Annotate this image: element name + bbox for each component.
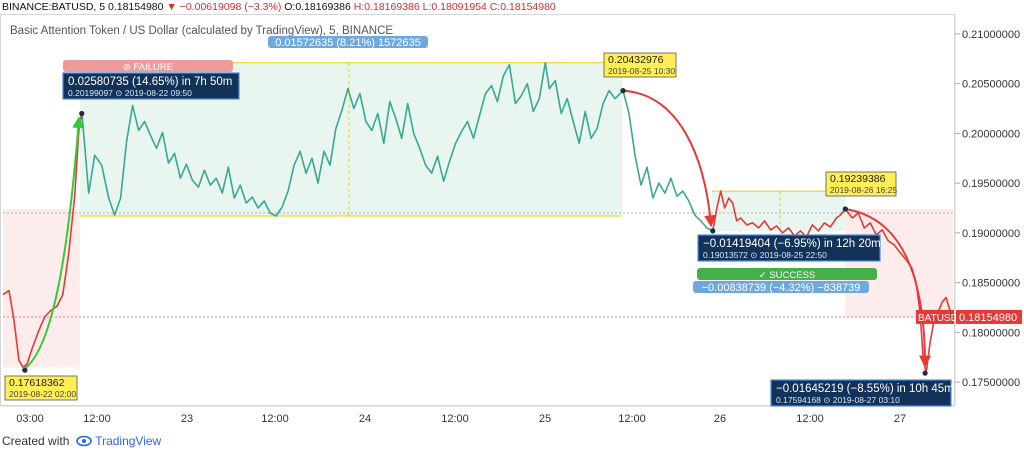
y-tick-label: 0.20000000 bbox=[962, 128, 1020, 140]
tradingview-logo-icon bbox=[73, 434, 92, 448]
symbol-name[interactable]: BINANCE:BATUSD, 5 bbox=[2, 1, 106, 13]
callout-low1-date: 2019-08-22 02:00 bbox=[9, 389, 76, 399]
down-arrow-icon: ▼ bbox=[166, 1, 177, 13]
success-label-bg bbox=[697, 268, 877, 280]
y-tick-label: 0.20500000 bbox=[962, 79, 1020, 91]
high-price: H:0.18169386 bbox=[353, 1, 420, 13]
measure-measure1-bg bbox=[62, 72, 240, 100]
measure-measure3-bg bbox=[770, 379, 952, 407]
x-tick-label: 12:00 bbox=[618, 413, 646, 425]
callout-high1-bg bbox=[603, 52, 677, 78]
point-marker bbox=[79, 110, 85, 117]
measure-measure1-text: 0.02580735 (14.65%) in 7h 50m bbox=[68, 76, 232, 88]
failure-label-bg bbox=[63, 60, 233, 72]
drop1-arrow bbox=[621, 89, 717, 228]
series-rise bbox=[2, 111, 83, 368]
drop-shade bbox=[845, 209, 953, 318]
series-bounce bbox=[712, 190, 846, 238]
callout-high2-bg bbox=[825, 171, 897, 197]
last-price: 0.18154980 bbox=[108, 1, 164, 13]
close-price: C:0.18154980 bbox=[489, 1, 556, 13]
x-tick-label: 12:00 bbox=[441, 413, 469, 425]
low-price: L:0.18091954 bbox=[422, 1, 487, 13]
price-chart[interactable]: 0.21000000 0.20500000 0.20000000 0.19500000… bbox=[0, 0, 1024, 430]
measure-measure2-text: −0.01419404 (−6.95%) in 12h 20m bbox=[703, 238, 881, 250]
price-change: −0.00619098 (−3.3%) bbox=[179, 1, 282, 13]
success-measure-label-bg bbox=[693, 281, 869, 293]
point-marker bbox=[922, 370, 928, 376]
callout-high1-date: 2019-08-25 10:30 bbox=[608, 66, 675, 76]
failure-label: ⊘ FAILURE bbox=[123, 62, 173, 73]
x-tick-label: 23 bbox=[181, 413, 193, 425]
price-tag-name: BATUSD bbox=[918, 313, 958, 324]
callout-low1-bg bbox=[4, 375, 78, 401]
price-tag-name-bg bbox=[916, 309, 954, 324]
y-tick-label: 0.18000000 bbox=[962, 327, 1020, 339]
drop2-arrow bbox=[844, 208, 931, 368]
point-marker bbox=[22, 367, 28, 373]
x-tick-label: 12:00 bbox=[83, 413, 111, 425]
callout-high1-price: 0.20432976 bbox=[608, 54, 664, 66]
chart-subtitle: Basic Attention Token / US Dollar (calcu… bbox=[10, 25, 394, 37]
success-measure-label: −0.00838739 (−4.32%) −838739 bbox=[702, 282, 861, 294]
point-marker bbox=[620, 88, 626, 94]
created-with-label: Created with bbox=[2, 434, 70, 448]
x-tick-label: 12:00 bbox=[796, 413, 824, 425]
callout-high2-date: 2019-08-26 16:25 bbox=[830, 185, 897, 195]
callout-high2-price: 0.19239386 bbox=[830, 173, 886, 185]
measure-measure2-bg bbox=[697, 234, 881, 262]
price-tag-value-bg bbox=[956, 309, 1022, 324]
symbol-header: BINANCE:BATUSD, 5 0.18154980 ▼ −0.006190… bbox=[0, 0, 1024, 14]
series-drop1 bbox=[622, 90, 714, 232]
x-tick-label: 27 bbox=[894, 413, 906, 425]
range-label-bg bbox=[268, 36, 428, 48]
series-range bbox=[81, 62, 624, 217]
rise-arrow bbox=[21, 116, 85, 372]
measure-measure2-sub: 0.19013572 ⊙ 2019-08-25 22:50 bbox=[703, 250, 827, 260]
y-tick-label: 0.18500000 bbox=[962, 278, 1020, 290]
point-marker bbox=[842, 206, 848, 212]
y-tick-label: 0.17500000 bbox=[962, 377, 1020, 389]
open-price: O:0.18169386 bbox=[284, 1, 351, 13]
measure-measure3-text: −0.01645219 (−8.55%) in 10h 45m bbox=[776, 383, 954, 395]
point-marker bbox=[710, 228, 716, 234]
x-tick-label: 12:00 bbox=[261, 413, 289, 425]
measure-measure3-sub: 0.17594168 ⊙ 2019-08-27 03:10 bbox=[776, 395, 900, 405]
callout-low1-price: 0.17618362 bbox=[9, 377, 65, 389]
x-tick-label: 03:00 bbox=[16, 413, 44, 425]
success-label: ✓ SUCCESS bbox=[759, 270, 816, 281]
y-tick-label: 0.19500000 bbox=[962, 178, 1020, 190]
footer: Created with TradingView bbox=[2, 433, 161, 448]
measure-measure1-sub: 0.20199097 ⊙ 2019-08-22 09:50 bbox=[68, 88, 192, 98]
success-shade bbox=[712, 191, 845, 231]
range-label: 0.01572635 (8.21%) 1572635 bbox=[275, 37, 421, 49]
tradingview-brand[interactable]: TradingView bbox=[95, 434, 162, 448]
y-tick-label: 0.21000000 bbox=[962, 29, 1020, 41]
price-tag-value: 0.18154980 bbox=[959, 312, 1017, 324]
x-tick-label: 24 bbox=[359, 413, 371, 425]
x-tick-label: 25 bbox=[539, 413, 551, 425]
x-tick-label: 26 bbox=[714, 413, 726, 425]
y-tick-label: 0.19000000 bbox=[962, 228, 1020, 240]
